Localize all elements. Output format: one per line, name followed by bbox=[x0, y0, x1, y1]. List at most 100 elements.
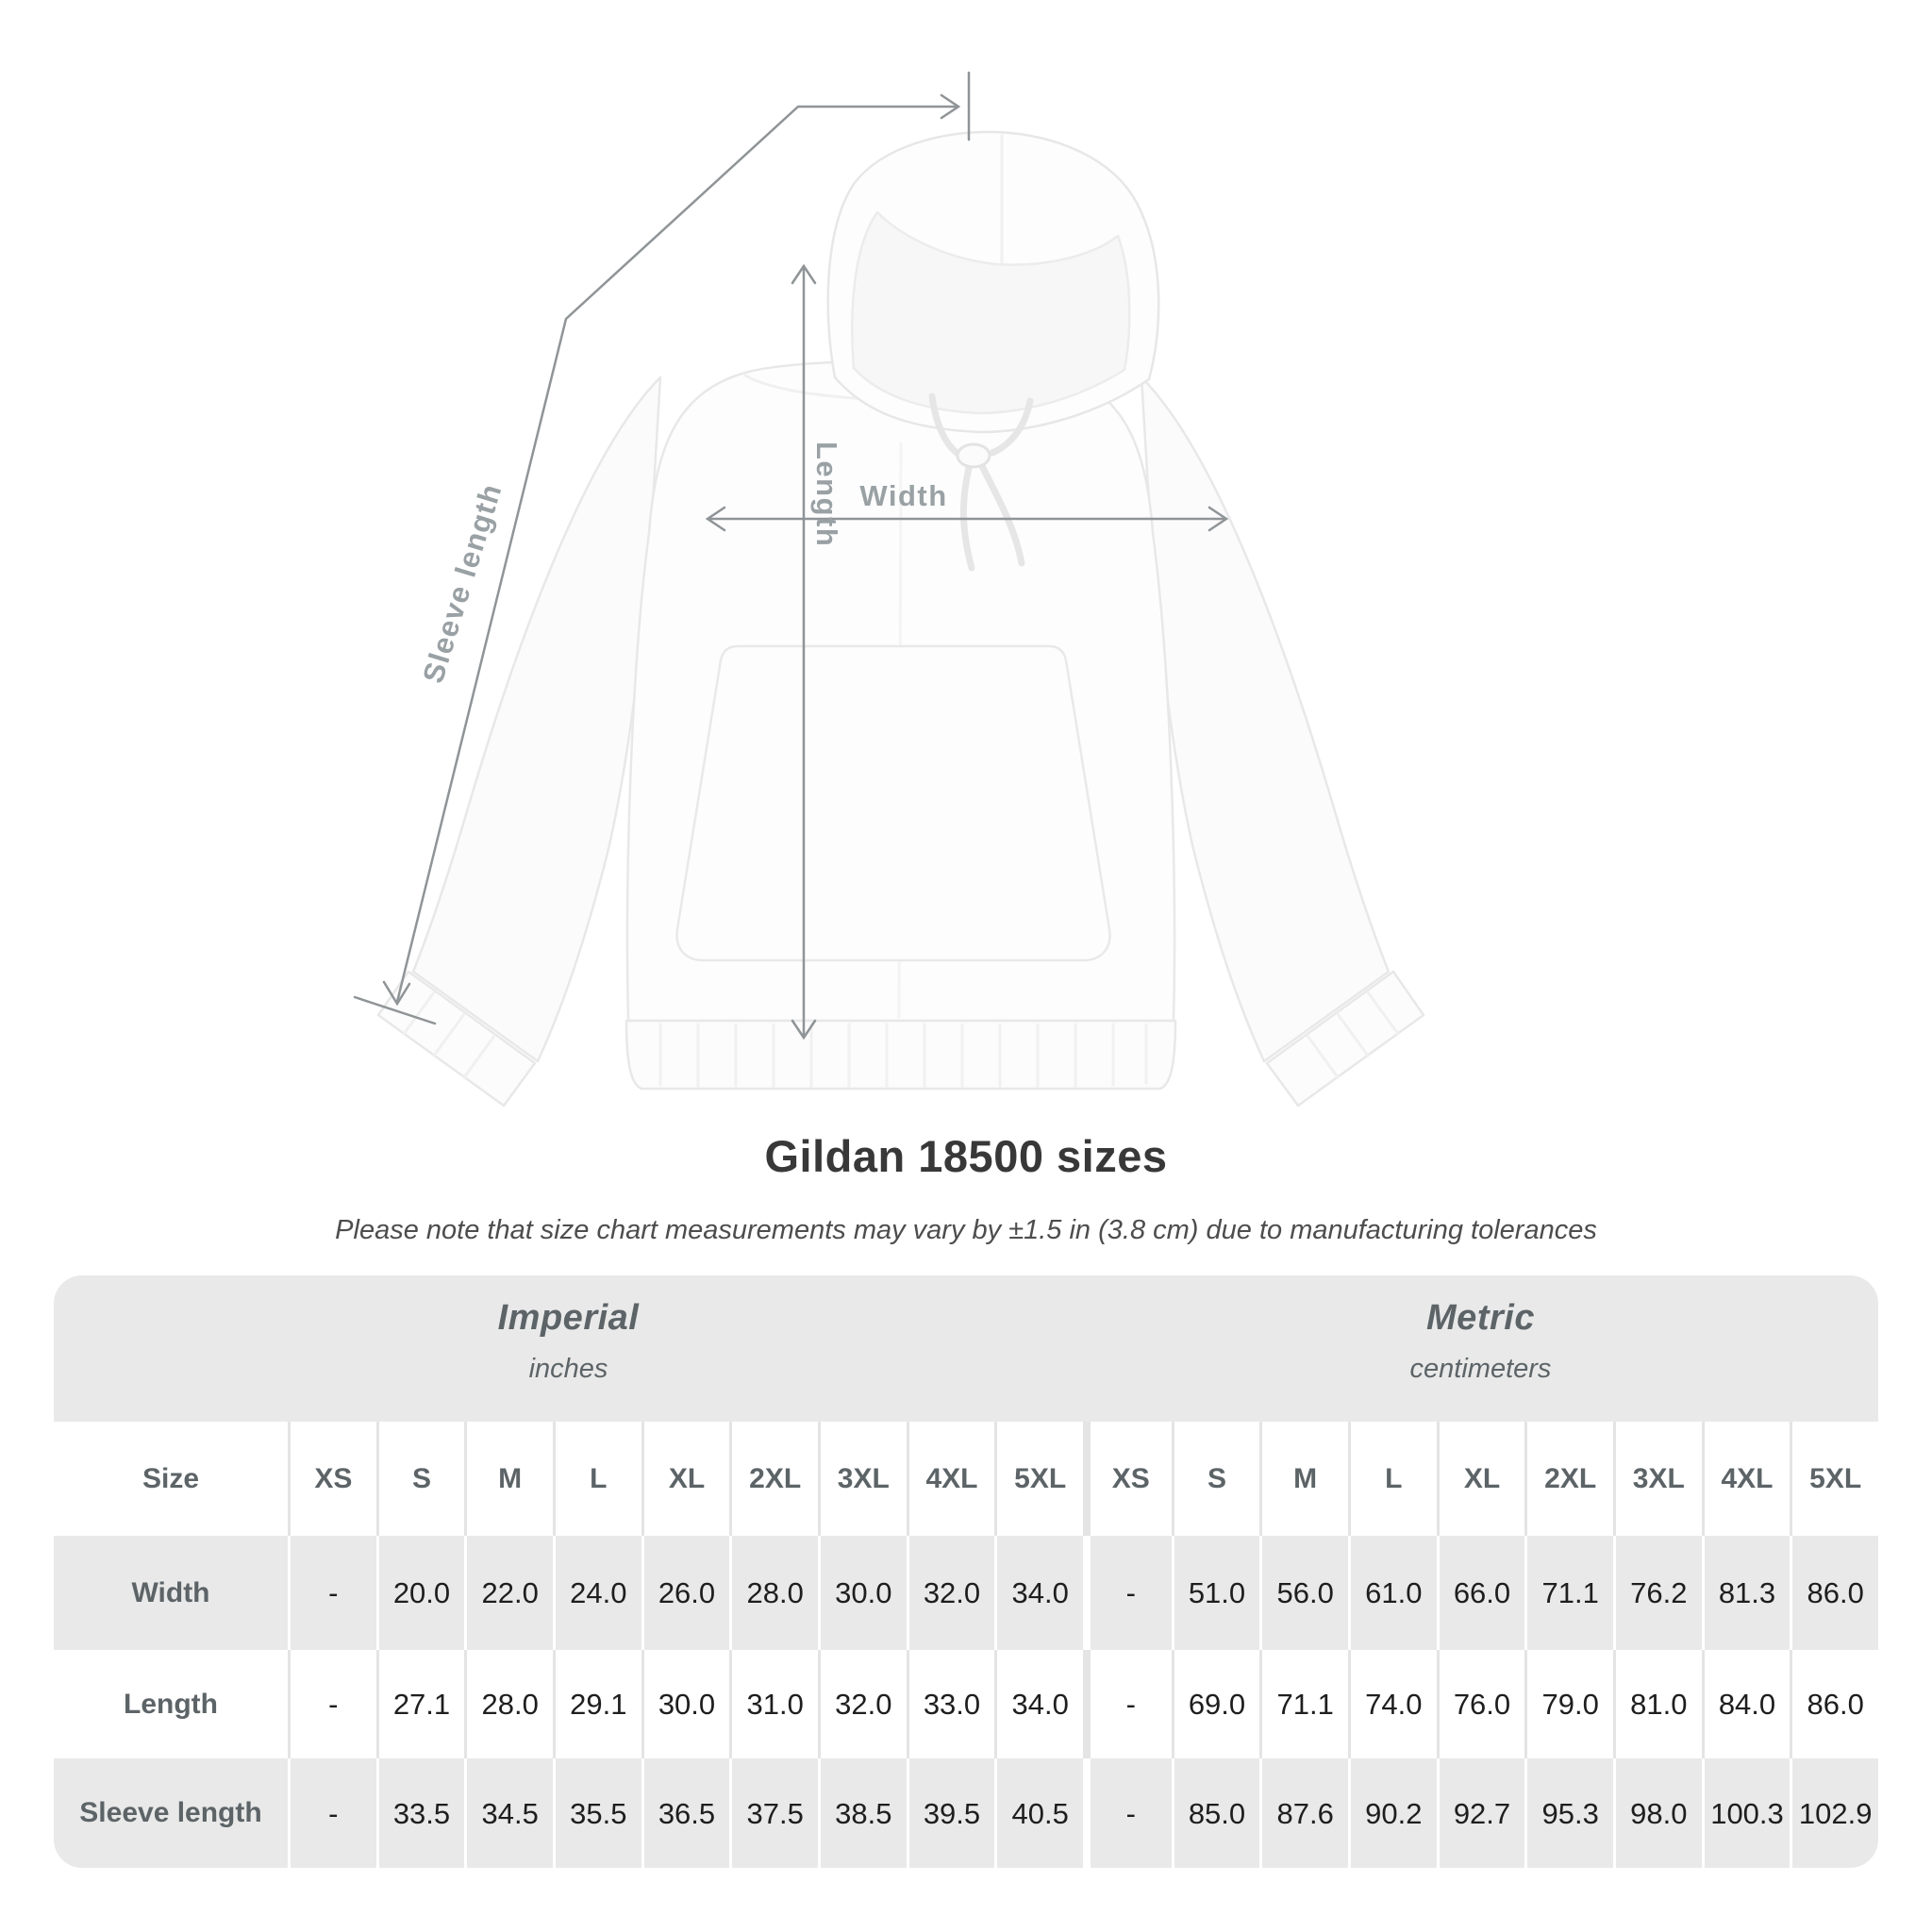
column-header-m-metric: M bbox=[1259, 1422, 1348, 1536]
hoodie-measurement-diagram: Length Width Sleeve length bbox=[353, 71, 1425, 1108]
left-cuff-ribs bbox=[402, 991, 496, 1079]
hoodie-right-sleeve bbox=[1140, 375, 1391, 1063]
cell-metric-0: - bbox=[1082, 1758, 1172, 1868]
metric-section-title: Metric bbox=[1426, 1298, 1535, 1338]
cell-metric-1: 51.0 bbox=[1171, 1536, 1260, 1650]
cell-imperial-0: - bbox=[288, 1758, 376, 1868]
cell-imperial-3: 35.5 bbox=[552, 1758, 641, 1868]
size-header-row: Size XS S M L XL 2XL 3XL 4XL 5XL XS S M L XL 2XL 3XL 4XL 5… bbox=[54, 1422, 1878, 1536]
sleeve-measure-line bbox=[395, 105, 958, 1004]
row-label: Length bbox=[124, 1688, 218, 1720]
row-label: Width bbox=[131, 1576, 210, 1608]
cell-imperial-4: 36.5 bbox=[641, 1758, 730, 1868]
imperial-section-unit: inches bbox=[528, 1354, 608, 1384]
cell-imperial-1: 33.5 bbox=[375, 1758, 465, 1868]
size-table: Imperial inches Metric centimeters Size X… bbox=[54, 1275, 1878, 1868]
cell-metric-3: 74.0 bbox=[1347, 1650, 1437, 1758]
column-header-4xl-imperial: 4XL bbox=[906, 1422, 995, 1536]
column-header-l-metric: L bbox=[1347, 1422, 1437, 1536]
cell-imperial-2: 34.5 bbox=[464, 1758, 553, 1868]
width-row: Width -20.0 22.0 24.0 26.0 28.0 30.0 32.0 34.0-5… bbox=[54, 1536, 1878, 1650]
cell-imperial-5: 37.5 bbox=[729, 1758, 818, 1868]
cell-metric-6: 76.2 bbox=[1612, 1536, 1702, 1650]
imperial-section-header: Imperial inches bbox=[54, 1275, 1083, 1422]
column-header-5xl-metric: 5XL bbox=[1790, 1422, 1878, 1536]
column-header-5xl-imperial: 5XL bbox=[994, 1422, 1083, 1536]
cell-metric-8: 86.0 bbox=[1790, 1650, 1878, 1758]
cell-metric-3: 90.2 bbox=[1347, 1758, 1437, 1868]
column-header-3xl-metric: 3XL bbox=[1612, 1422, 1702, 1536]
hoodie-drawstrings bbox=[928, 392, 1034, 572]
cell-metric-4: 76.0 bbox=[1436, 1650, 1525, 1758]
hoodie-right-cuff bbox=[1265, 970, 1425, 1108]
imperial-section-title: Imperial bbox=[497, 1298, 640, 1338]
length-label: Length bbox=[810, 441, 843, 547]
cell-metric-6: 98.0 bbox=[1612, 1758, 1702, 1868]
cell-imperial-4: 26.0 bbox=[641, 1536, 730, 1650]
length-arrow-up bbox=[791, 263, 817, 285]
cell-metric-5: 71.1 bbox=[1524, 1536, 1613, 1650]
width-arrow-right bbox=[1208, 506, 1229, 532]
cell-metric-6: 81.0 bbox=[1612, 1650, 1702, 1758]
cell-imperial-8: 40.5 bbox=[994, 1758, 1083, 1868]
cell-metric-5: 95.3 bbox=[1524, 1758, 1613, 1868]
cell-imperial-8: 34.0 bbox=[994, 1536, 1083, 1650]
cell-imperial-5: 28.0 bbox=[729, 1536, 818, 1650]
row-label: Sleeve length bbox=[79, 1797, 262, 1828]
hoodie-pocket bbox=[675, 644, 1111, 962]
cell-imperial-0: - bbox=[288, 1536, 376, 1650]
cell-metric-2: 56.0 bbox=[1259, 1536, 1348, 1650]
cell-imperial-2: 22.0 bbox=[464, 1536, 553, 1650]
column-header-xs-metric: XS bbox=[1082, 1422, 1172, 1536]
hood-opening bbox=[851, 210, 1131, 415]
length-row: Length -27.1 28.0 29.1 30.0 31.0 32.0 33.0 34.0-… bbox=[54, 1650, 1878, 1758]
sleeve-arrow-right bbox=[940, 93, 961, 120]
cell-imperial-3: 29.1 bbox=[552, 1650, 641, 1758]
sleeve-length-row: Sleeve length -33.5 34.5 35.5 36.5 37.5 38.5 39… bbox=[54, 1758, 1878, 1868]
width-label: Width bbox=[859, 479, 947, 512]
cell-metric-8: 86.0 bbox=[1790, 1536, 1878, 1650]
cell-metric-5: 79.0 bbox=[1524, 1650, 1613, 1758]
page-title: Gildan 18500 sizes bbox=[764, 1131, 1168, 1181]
cell-imperial-3: 24.0 bbox=[552, 1536, 641, 1650]
cell-metric-8: 102.9 bbox=[1790, 1758, 1878, 1868]
cell-metric-4: 66.0 bbox=[1436, 1536, 1525, 1650]
hoodie-hem-band bbox=[625, 1019, 1177, 1091]
right-cuff-ribs bbox=[1306, 991, 1400, 1079]
hoodie-illustration bbox=[376, 130, 1425, 1108]
cell-imperial-7: 39.5 bbox=[906, 1758, 995, 1868]
tolerance-note: Please note that size chart measurements… bbox=[335, 1215, 1597, 1245]
cell-metric-0: - bbox=[1082, 1650, 1172, 1758]
cell-imperial-1: 20.0 bbox=[375, 1536, 465, 1650]
cell-imperial-6: 32.0 bbox=[817, 1650, 907, 1758]
column-header-2xl-imperial: 2XL bbox=[729, 1422, 818, 1536]
column-header-xl-metric: XL bbox=[1436, 1422, 1525, 1536]
cell-imperial-2: 28.0 bbox=[464, 1650, 553, 1758]
cell-metric-2: 87.6 bbox=[1259, 1758, 1348, 1868]
cell-metric-7: 84.0 bbox=[1701, 1650, 1790, 1758]
cell-imperial-1: 27.1 bbox=[375, 1650, 465, 1758]
column-header-l-imperial: L bbox=[552, 1422, 641, 1536]
cell-imperial-0: - bbox=[288, 1650, 376, 1758]
cell-imperial-8: 34.0 bbox=[994, 1650, 1083, 1758]
hoodie-left-sleeve bbox=[411, 375, 662, 1063]
measurement-lines bbox=[353, 71, 1229, 1041]
cell-metric-1: 85.0 bbox=[1171, 1758, 1260, 1868]
column-header-size: Size bbox=[142, 1462, 200, 1494]
cell-imperial-7: 32.0 bbox=[906, 1536, 995, 1650]
cell-metric-7: 100.3 bbox=[1701, 1758, 1790, 1868]
cell-metric-0: - bbox=[1082, 1536, 1172, 1650]
metric-section-header: Metric centimeters bbox=[1083, 1275, 1878, 1422]
cell-imperial-6: 30.0 bbox=[817, 1536, 907, 1650]
column-header-2xl-metric: 2XL bbox=[1524, 1422, 1613, 1536]
hoodie-left-cuff bbox=[376, 970, 537, 1108]
cell-imperial-7: 33.0 bbox=[906, 1650, 995, 1758]
metric-section-unit: centimeters bbox=[1409, 1354, 1552, 1384]
cell-metric-1: 69.0 bbox=[1171, 1650, 1260, 1758]
cell-metric-3: 61.0 bbox=[1347, 1536, 1437, 1650]
cell-imperial-5: 31.0 bbox=[729, 1650, 818, 1758]
cell-metric-4: 92.7 bbox=[1436, 1758, 1525, 1868]
cell-metric-7: 81.3 bbox=[1701, 1536, 1790, 1650]
column-header-xs-imperial: XS bbox=[288, 1422, 376, 1536]
